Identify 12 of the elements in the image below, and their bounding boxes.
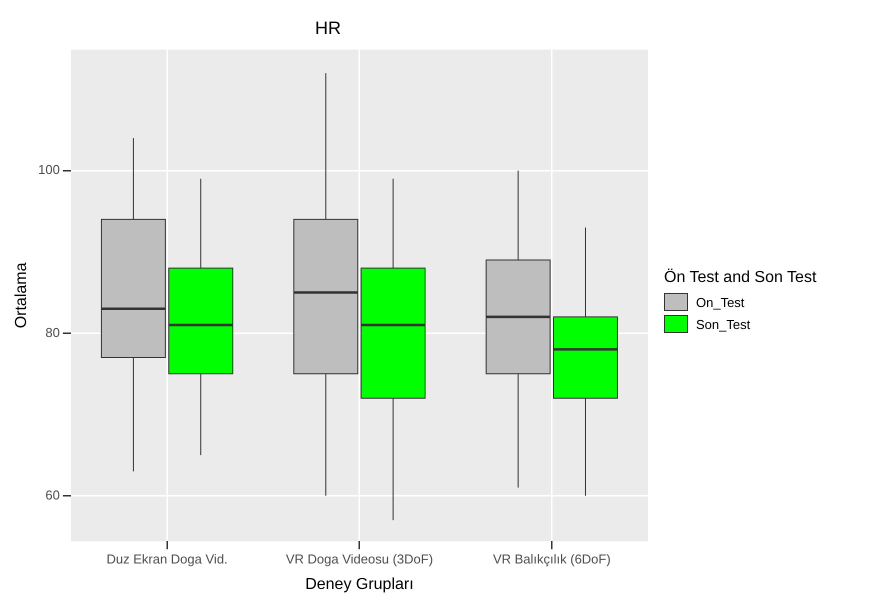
y-tick-label: 100	[38, 162, 60, 178]
x-tick-label: VR Balıkçılık (6DoF)	[492, 552, 611, 567]
y-tick-label: 80	[45, 324, 60, 340]
x-tick-label: Duz Ekran Doga Vid.	[106, 552, 228, 567]
legend-title: Ön Test and Son Test	[664, 269, 816, 287]
legend-label: On_Test	[696, 294, 744, 310]
x-axis-title: Deney Grupları	[305, 576, 414, 593]
chart-title: HR	[315, 18, 341, 38]
x-tick-label: VR Doga Videosu (3DoF)	[286, 552, 434, 567]
legend-label: Son_Test	[696, 316, 750, 332]
y-axis-title: Ortalama	[13, 262, 30, 328]
y-tick-label: 60	[45, 487, 60, 502]
